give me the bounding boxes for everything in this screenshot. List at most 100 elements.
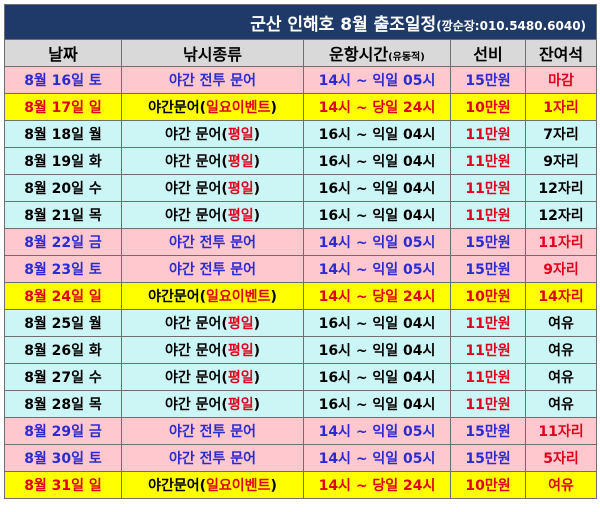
row-sail-time: 14시 ~ 익일 05시	[303, 228, 451, 256]
row-date: 8월 25일 월	[4, 309, 122, 337]
row-remaining-seats: 5자리	[524, 444, 598, 472]
row-sail-time: 16시 ~ 익일 04시	[303, 336, 451, 364]
row-date: 8월 29일 금	[4, 417, 122, 445]
column-header-fee: 선비	[450, 39, 526, 67]
row-fishing-type-highlight: 평일	[227, 370, 254, 386]
row-sail-time: 14시 ~ 당일 24시	[303, 471, 451, 499]
row-fee: 11만원	[450, 390, 526, 418]
row-date: 8월 24일 일	[4, 282, 122, 310]
row-fishing-type: 야간 전투 문어	[121, 417, 304, 445]
row-fishing-type: 야간 전투 문어	[121, 228, 304, 256]
row-fishing-type-highlight: 일요이벤트	[206, 100, 271, 116]
row-sail-time: 14시 ~ 당일 24시	[303, 93, 451, 121]
row-remaining-seats: 마감	[524, 66, 598, 94]
row-fishing-type: 야간 문어(평일)	[121, 390, 304, 418]
row-fishing-type-highlight: 평일	[227, 181, 254, 197]
column-header-row: 날짜 낚시종류 운항시간(유동적) 선비 잔여석	[4, 39, 598, 67]
row-date: 8월 16일 토	[4, 66, 122, 94]
row-remaining-seats: 여유	[524, 471, 598, 499]
row-remaining-seats: 여유	[524, 336, 598, 364]
row-fee: 15만원	[450, 444, 526, 472]
row-fishing-type-highlight: 평일	[227, 316, 254, 332]
row-fishing-type-highlight: 평일	[227, 208, 254, 224]
row-fishing-type-end: )	[270, 478, 277, 494]
contact-info: (깡순장:010.5480.6040)	[436, 18, 587, 33]
row-fee: 15만원	[450, 255, 526, 283]
row-fishing-type-end: )	[253, 154, 260, 170]
row-fee: 11만원	[450, 336, 526, 364]
row-fishing-type-highlight: 평일	[227, 397, 254, 413]
row-remaining-seats: 11자리	[524, 228, 598, 256]
row-fee: 10만원	[450, 471, 526, 499]
schedule-rows: 8월 16일 토 야간 전투 문어 14시 ~ 익일 05시 15만원 마감 8월 17일…	[4, 66, 598, 499]
row-fishing-type-base: 야간 문어(	[165, 154, 228, 170]
row-fee: 11만원	[450, 309, 526, 337]
row-fishing-type: 야간문어(일요이벤트)	[121, 282, 304, 310]
row-fishing-type-end: )	[253, 316, 260, 332]
table-row: 8월 16일 토 야간 전투 문어 14시 ~ 익일 05시 15만원 마감	[4, 66, 598, 94]
row-fishing-type-base: 야간 문어(	[165, 127, 228, 143]
table-row: 8월 30일 토 야간 전투 문어 14시 ~ 익일 05시 15만원 5자리	[4, 444, 598, 472]
row-sail-time: 14시 ~ 익일 05시	[303, 417, 451, 445]
row-fishing-type: 야간 문어(평일)	[121, 201, 304, 229]
table-row: 8월 21일 목 야간 문어(평일) 16시 ~ 익일 04시 11만원 12자리	[4, 201, 598, 229]
row-fee: 15만원	[450, 228, 526, 256]
row-fishing-type-base: 야간 문어(	[165, 397, 228, 413]
row-fishing-type: 야간문어(일요이벤트)	[121, 471, 304, 499]
table-row: 8월 26일 화 야간 문어(평일) 16시 ~ 익일 04시 11만원 여유	[4, 336, 598, 364]
row-remaining-seats: 12자리	[524, 201, 598, 229]
table-row: 8월 17일 일 야간문어(일요이벤트) 14시 ~ 당일 24시 10만원 1자리	[4, 93, 598, 121]
row-sail-time: 16시 ~ 익일 04시	[303, 390, 451, 418]
row-date: 8월 27일 수	[4, 363, 122, 391]
row-fishing-type-highlight: 일요이벤트	[206, 478, 271, 494]
row-date: 8월 19일 화	[4, 147, 122, 175]
row-fishing-type-end: )	[253, 127, 260, 143]
table-row: 8월 24일 일 야간문어(일요이벤트) 14시 ~ 당일 24시 10만원 14자리	[4, 282, 598, 310]
row-fee: 11만원	[450, 174, 526, 202]
row-date: 8월 26일 화	[4, 336, 122, 364]
row-remaining-seats: 여유	[524, 390, 598, 418]
row-fishing-type-end: )	[253, 181, 260, 197]
row-fishing-type-highlight: 평일	[227, 154, 254, 170]
row-fee: 10만원	[450, 93, 526, 121]
row-fishing-type: 야간 문어(평일)	[121, 363, 304, 391]
row-remaining-seats: 7자리	[524, 120, 598, 148]
row-date: 8월 23일 토	[4, 255, 122, 283]
row-remaining-seats: 12자리	[524, 174, 598, 202]
row-fishing-type: 야간문어(일요이벤트)	[121, 93, 304, 121]
row-fishing-type-end: )	[270, 100, 277, 116]
row-fee: 11만원	[450, 201, 526, 229]
row-date: 8월 22일 금	[4, 228, 122, 256]
row-fee: 15만원	[450, 417, 526, 445]
table-row: 8월 28일 목 야간 문어(평일) 16시 ~ 익일 04시 11만원 여유	[4, 390, 598, 418]
table-row: 8월 29일 금 야간 전투 문어 14시 ~ 익일 05시 15만원 11자리	[4, 417, 598, 445]
row-fishing-type: 야간 문어(평일)	[121, 174, 304, 202]
row-fishing-type-base: 야간 문어(	[165, 343, 228, 359]
row-fishing-type-base: 야간문어(	[148, 100, 207, 116]
row-date: 8월 28일 목	[4, 390, 122, 418]
row-sail-time: 16시 ~ 익일 04시	[303, 147, 451, 175]
row-fishing-type-end: )	[270, 289, 277, 305]
row-fishing-type-base: 야간 문어(	[165, 208, 228, 224]
row-fishing-type-end: )	[253, 208, 260, 224]
table-row: 8월 31일 일 야간문어(일요이벤트) 14시 ~ 당일 24시 10만원 여유	[4, 471, 598, 499]
row-sail-time: 16시 ~ 익일 04시	[303, 174, 451, 202]
row-fishing-type-base: 야간문어(	[148, 289, 207, 305]
row-sail-time: 14시 ~ 당일 24시	[303, 282, 451, 310]
row-fishing-type-base: 야간 전투 문어	[168, 451, 257, 467]
row-fee: 11만원	[450, 363, 526, 391]
row-sail-time: 16시 ~ 익일 04시	[303, 309, 451, 337]
row-remaining-seats: 11자리	[524, 417, 598, 445]
column-header-seats: 잔여석	[524, 39, 598, 67]
row-remaining-seats: 9자리	[524, 147, 598, 175]
row-sail-time: 14시 ~ 익일 05시	[303, 255, 451, 283]
column-header-time: 운항시간(유동적)	[303, 39, 451, 67]
title-banner: 군산 인해호 8월 출조일정(깡순장:010.5480.6040)	[3, 4, 598, 40]
row-fishing-type-base: 야간 전투 문어	[168, 73, 257, 89]
row-fishing-type-base: 야간 전투 문어	[168, 235, 257, 251]
column-header-time-note: (유동적)	[388, 52, 425, 63]
row-fishing-type-base: 야간문어(	[148, 478, 207, 494]
row-fishing-type: 야간 문어(평일)	[121, 336, 304, 364]
row-date: 8월 21일 목	[4, 201, 122, 229]
row-sail-time: 16시 ~ 익일 04시	[303, 363, 451, 391]
